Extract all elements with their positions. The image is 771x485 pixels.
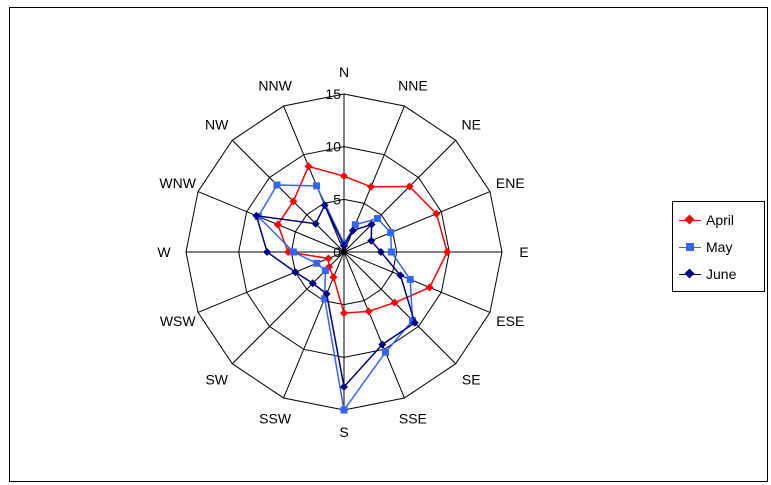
diamond-marker-icon xyxy=(684,268,695,279)
square-marker-icon xyxy=(686,243,694,251)
data-point-april xyxy=(329,273,338,282)
grid-spoke xyxy=(343,251,457,365)
data-point-may xyxy=(340,406,348,414)
data-point-april xyxy=(432,209,441,218)
grid-spoke xyxy=(231,139,345,253)
data-point-may xyxy=(382,348,390,356)
direction-label: SSW xyxy=(259,410,292,426)
radar-grid xyxy=(185,93,503,411)
data-point-june xyxy=(291,268,300,277)
data-point-may xyxy=(351,221,359,229)
data-point-june xyxy=(376,248,385,256)
direction-label: NNW xyxy=(258,78,292,94)
legend-label-june: June xyxy=(706,266,737,282)
data-point-june xyxy=(320,201,329,210)
legend-label-april: April xyxy=(706,212,735,228)
direction-label: ENE xyxy=(496,175,525,191)
tick-label: 0 xyxy=(333,244,341,260)
series-line-april xyxy=(276,165,449,314)
tick-label: 15 xyxy=(325,86,341,102)
data-point-may xyxy=(406,275,414,283)
data-point-may xyxy=(289,248,297,256)
tick-label: 10 xyxy=(325,139,341,155)
data-point-april xyxy=(340,309,348,318)
data-point-april xyxy=(324,254,333,263)
direction-label: W xyxy=(157,244,171,260)
data-point-april xyxy=(443,248,452,256)
data-point-may xyxy=(313,182,321,190)
data-point-april xyxy=(273,220,282,229)
data-point-june xyxy=(322,289,331,298)
data-point-june xyxy=(410,318,419,327)
grid-spoke xyxy=(343,251,405,399)
legend-label-may: May xyxy=(706,239,733,255)
data-point-april xyxy=(340,172,348,181)
grid-spoke xyxy=(197,191,345,253)
data-point-may xyxy=(313,259,321,267)
direction-label: SE xyxy=(462,371,481,387)
data-point-june xyxy=(378,340,387,349)
direction-label: E xyxy=(519,244,528,260)
legend-item-june: June xyxy=(679,264,763,284)
data-point-june xyxy=(367,236,376,245)
direction-label: SW xyxy=(205,371,228,387)
data-point-april xyxy=(405,182,414,191)
legend-item-may: May xyxy=(679,237,763,257)
direction-labels: N NNE NE ENE E ESE SE SSE S SSW SW WSW W WNW NW NNW xyxy=(157,64,528,440)
direction-label: SSE xyxy=(399,410,427,426)
data-point-may xyxy=(409,317,417,325)
grid-spoke xyxy=(343,139,457,253)
direction-label: WSW xyxy=(160,313,197,329)
direction-label: N xyxy=(339,64,349,80)
data-point-may xyxy=(321,295,329,303)
legend-item-april: April xyxy=(679,210,763,230)
data-point-april xyxy=(425,283,434,292)
data-point-june xyxy=(340,241,348,250)
data-point-june xyxy=(367,220,376,229)
direction-label: S xyxy=(339,424,348,440)
data-point-april xyxy=(364,307,373,316)
data-point-may xyxy=(387,248,395,256)
grid-spoke xyxy=(343,251,491,313)
direction-label: WNW xyxy=(159,175,196,191)
legend: April May June xyxy=(672,201,765,292)
data-point-may xyxy=(374,214,382,222)
tick-label: 5 xyxy=(333,191,341,207)
diamond-marker-icon xyxy=(684,214,695,225)
grid-spoke xyxy=(283,105,345,253)
data-point-may xyxy=(321,267,329,275)
direction-label: ESE xyxy=(496,313,524,329)
data-point-june xyxy=(311,219,320,228)
data-point-april xyxy=(304,162,313,171)
data-point-june xyxy=(340,382,348,391)
data-point-june xyxy=(308,279,317,288)
data-point-april xyxy=(390,298,399,307)
direction-label: NNE xyxy=(398,78,428,94)
grid-spoke xyxy=(343,191,491,253)
grid-spoke xyxy=(197,251,345,313)
direction-label: NE xyxy=(462,117,481,133)
data-point-june xyxy=(252,211,261,220)
data-point-may xyxy=(387,229,395,237)
grid-spoke xyxy=(283,251,345,399)
chart-area xyxy=(9,7,768,482)
data-point-june xyxy=(396,271,405,280)
data-point-june xyxy=(348,226,357,235)
data-point-april xyxy=(367,182,376,191)
data-point-april xyxy=(289,197,298,206)
data-series xyxy=(252,162,452,414)
data-point-may xyxy=(273,181,281,189)
direction-label: NW xyxy=(205,117,229,133)
data-point-june xyxy=(263,248,272,256)
radial-tick-labels: 0 5 10 15 xyxy=(325,86,341,260)
